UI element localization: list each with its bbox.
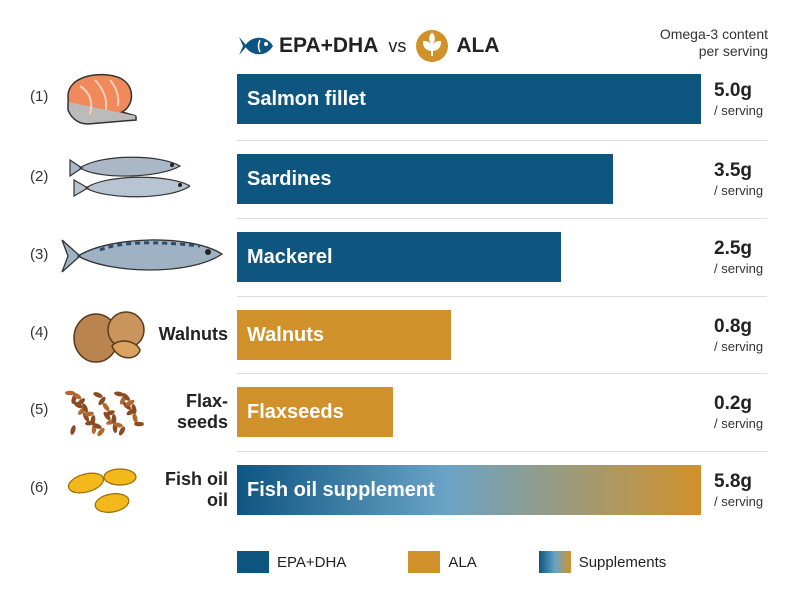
legend-swatch	[408, 551, 441, 573]
row-index: (6)	[30, 479, 49, 496]
sprout-icon	[416, 30, 449, 62]
unit-text: / serving	[714, 494, 764, 509]
chart-row: (5) Flax-seeds Flaxseeds 0.2g / serving	[0, 373, 800, 451]
bar-label: Flaxseeds	[247, 401, 344, 423]
flaxseeds-icon	[60, 379, 150, 450]
side-label-line: Flax-	[185, 391, 228, 411]
row-index: (4)	[30, 324, 49, 341]
side-label: Flax-seeds	[177, 391, 228, 433]
side-label-line: oil	[207, 490, 228, 510]
legend-label: Supplements	[578, 553, 667, 571]
bar: Fish oil supplement	[237, 465, 701, 515]
unit-text: / serving	[714, 261, 764, 276]
vs-text: vs	[388, 35, 407, 56]
bar-label: Walnuts	[247, 324, 325, 346]
note-line: Omega-3 content	[659, 26, 768, 42]
bar: Mackerel	[237, 232, 561, 282]
salmon-steak-icon	[60, 66, 140, 137]
bar-label: Fish oil supplement	[247, 479, 435, 501]
bar-label: Sardines	[247, 168, 332, 190]
legend: EPA+DHA ALA Supplements	[237, 551, 728, 573]
walnuts-icon	[60, 302, 150, 373]
chart-row: (1) Salmon fillet 5.0g / serving	[0, 60, 800, 138]
unit-text: / serving	[714, 416, 764, 431]
legend-item-supplements: Supplements	[538, 551, 667, 573]
row-divider	[237, 451, 767, 452]
value-label: 3.5g / serving	[714, 160, 763, 200]
chart-header: EPA+DHA vs ALA	[237, 30, 500, 62]
value-text: 5.8g	[714, 471, 753, 492]
row-index: (2)	[30, 168, 49, 185]
sardines-icon	[60, 146, 192, 217]
bar: Flaxseeds	[237, 387, 393, 437]
fish-icon	[239, 37, 273, 55]
mackerel-icon	[60, 224, 230, 295]
side-label-line: seeds	[176, 412, 228, 432]
value-text: 0.2g	[714, 393, 753, 414]
side-label-line: Fish oil	[165, 469, 228, 489]
side-label-line: Walnuts	[158, 324, 228, 344]
value-label: 2.5g / serving	[714, 238, 763, 278]
bar-label: Salmon fillet	[247, 88, 366, 110]
bar: Walnuts	[237, 310, 451, 360]
row-divider	[237, 140, 767, 141]
value-text: 5.0g	[714, 80, 753, 101]
value-label: 0.8g / serving	[714, 316, 763, 356]
side-label: Walnuts	[159, 324, 228, 345]
ala-title: ALA	[456, 34, 500, 57]
unit-text: / serving	[714, 103, 764, 118]
header-note: Omega-3 content per serving	[660, 26, 768, 60]
side-label: Fish oil oil	[165, 469, 228, 511]
fish-oil-capsules-icon	[60, 457, 150, 528]
value-text: 0.8g	[714, 316, 753, 337]
value-text: 2.5g	[714, 238, 753, 259]
value-label: 5.0g / serving	[714, 80, 763, 120]
chart-row: (6) Fish oil oil Fish oil supplement 5.8g / s…	[0, 451, 800, 529]
epa-title: EPA+DHA	[279, 34, 379, 57]
value-label: 0.2g / serving	[714, 393, 763, 433]
row-divider	[237, 218, 767, 219]
legend-swatch	[538, 551, 571, 573]
legend-swatch	[237, 551, 269, 573]
bar-label: Mackerel	[247, 246, 333, 268]
value-label: 5.8g / serving	[714, 471, 763, 511]
legend-label: EPA+DHA	[277, 553, 347, 571]
row-divider	[237, 373, 767, 374]
value-text: 3.5g	[714, 160, 753, 181]
legend-item-ala: ALA	[408, 551, 477, 573]
chart-row: (3) Mackerel 2.5g / serving	[0, 218, 800, 296]
bar: Salmon fillet	[237, 74, 701, 124]
unit-text: / serving	[714, 339, 764, 354]
note-line: per serving	[698, 43, 768, 59]
unit-text: / serving	[714, 183, 764, 198]
legend-item-epa: EPA+DHA	[237, 551, 346, 573]
bar: Sardines	[237, 154, 613, 204]
legend-label: ALA	[448, 553, 477, 571]
row-index: (1)	[30, 88, 49, 105]
row-index: (5)	[30, 401, 49, 418]
row-index: (3)	[30, 246, 49, 263]
chart-row: (4) Walnuts Walnuts 0.8g / serving	[0, 296, 800, 374]
chart-row: (2) Sardines 3.5g / serving	[0, 140, 800, 218]
row-divider	[237, 296, 767, 297]
